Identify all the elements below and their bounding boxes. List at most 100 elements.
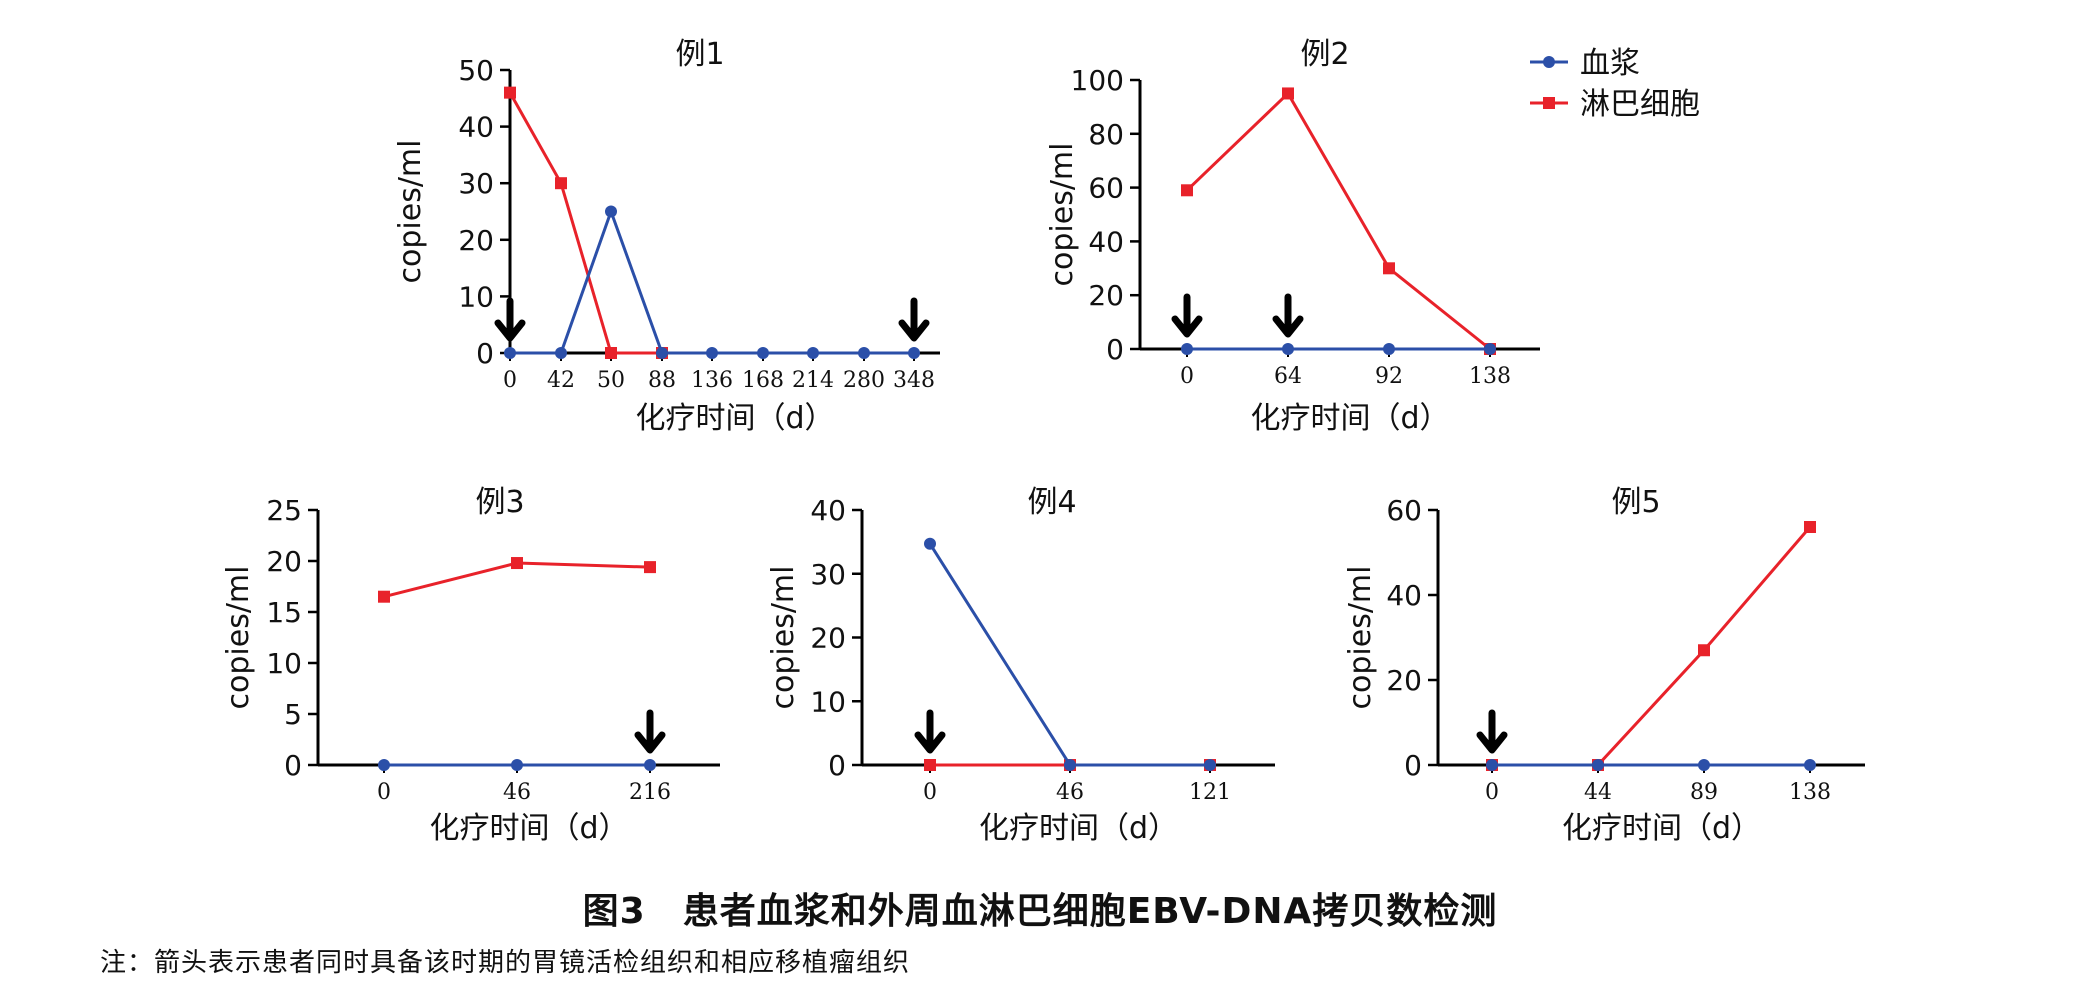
lymph-point — [1282, 87, 1294, 100]
lymph-point — [1804, 521, 1816, 533]
x-axis-label: 化疗时间（d） — [1250, 401, 1449, 436]
y-tick-label: 10 — [810, 685, 846, 718]
x-axis-label: 化疗时间（d） — [429, 811, 628, 846]
legend-lymph-label: 淋巴细胞 — [1580, 87, 1700, 122]
arrow-head — [914, 731, 946, 754]
figure-caption: 图3 患者血浆和外周血淋巴细胞EBV-DNA拷贝数检测 — [582, 891, 1498, 932]
plasma-point — [605, 205, 617, 218]
lymph-point — [378, 590, 390, 603]
arrow-head — [494, 319, 526, 342]
figure-note: 注：箭头表示患者同时具备该时期的胃镜活检组织和相应移植瘤组织 — [100, 948, 911, 978]
x-tick-label: 348 — [893, 368, 935, 393]
y-tick-label: 5 — [284, 698, 302, 731]
arrow-head — [1272, 315, 1304, 338]
lymph-point — [605, 347, 617, 359]
plasma-point — [1204, 759, 1216, 771]
chart-1: 例1 0 10 20 30 40 50 copies/ml 0 42 50 88 136 168 214 28… — [393, 37, 940, 436]
down-arrow-icon — [1272, 293, 1304, 338]
series-line-lymph — [1185, 91, 1491, 351]
legend-plasma-marker — [1543, 56, 1555, 68]
legend-plasma-label: 血浆 — [1580, 46, 1640, 81]
y-axis-label: copies/ml — [766, 566, 801, 710]
plasma-point — [1484, 343, 1496, 355]
plasma-point — [858, 347, 870, 359]
down-arrow-icon — [494, 297, 526, 342]
x-tick-label: 42 — [547, 368, 575, 393]
y-tick-label: 15 — [266, 596, 302, 629]
y-axis-label: copies/ml — [1343, 566, 1378, 710]
y-tick-label: 20 — [810, 622, 846, 655]
y-axis-label: copies/ml — [1045, 143, 1080, 287]
series-line-lymph — [1492, 526, 1812, 767]
lymph-point — [1181, 184, 1193, 197]
lymph-point — [1383, 262, 1395, 275]
y-tick-label: 0 — [284, 749, 302, 782]
y-tick-label: 25 — [266, 494, 302, 527]
plasma-point — [1383, 343, 1395, 355]
plasma-point — [1282, 343, 1294, 355]
y-tick-label: 0 — [1106, 333, 1124, 366]
chart-4: 例4 0 10 20 30 40 copies/ml 0 46 121 化疗时间（d） — [766, 485, 1275, 846]
plasma-point — [511, 759, 523, 771]
down-arrow-icon — [634, 709, 666, 754]
plasma-point — [706, 347, 718, 359]
y-tick-label: 20 — [1386, 664, 1422, 697]
y-tick-label: 20 — [1088, 279, 1124, 312]
plasma-point — [807, 347, 819, 359]
lymph-point — [511, 557, 523, 570]
x-axis-label: 化疗时间（d） — [979, 811, 1178, 846]
x-tick-label: 214 — [792, 368, 834, 393]
lymph-point — [555, 177, 567, 190]
plasma-point — [1804, 759, 1816, 771]
series-line-plasma — [510, 207, 914, 355]
y-tick-label: 0 — [828, 749, 846, 782]
lymph-point — [1698, 644, 1710, 657]
plasma-point — [757, 347, 769, 359]
y-tick-label: 80 — [1088, 118, 1124, 151]
chart-title: 例1 — [675, 37, 724, 72]
chart-title: 例5 — [1611, 485, 1660, 520]
plasma-point — [908, 347, 920, 359]
plasma-point — [1181, 343, 1193, 355]
x-tick-label: 0 — [503, 368, 517, 393]
y-tick-label: 60 — [1386, 494, 1422, 527]
y-tick-label: 100 — [1071, 64, 1124, 97]
lymph-point — [644, 561, 656, 574]
y-tick-label: 40 — [458, 111, 494, 144]
y-tick-label: 10 — [458, 280, 494, 313]
x-tick-label: 136 — [691, 368, 733, 393]
plasma-point — [644, 759, 656, 771]
plasma-point — [924, 537, 936, 550]
x-tick-label: 50 — [597, 368, 625, 393]
legend-lymph-marker — [1543, 97, 1555, 109]
arrow-head — [898, 319, 930, 342]
chart-title: 例3 — [475, 485, 524, 520]
x-tick-label: 168 — [742, 368, 784, 393]
y-tick-label: 50 — [458, 54, 494, 87]
x-tick-label: 0 — [377, 780, 391, 805]
plasma-point — [1698, 759, 1710, 771]
x-tick-label: 0 — [1180, 364, 1194, 389]
lymph-point — [924, 759, 936, 771]
down-arrow-icon — [1171, 293, 1203, 338]
x-tick-label: 280 — [843, 368, 885, 393]
x-tick-label: 216 — [629, 780, 671, 805]
y-tick-label: 0 — [1404, 749, 1422, 782]
plasma-point — [656, 347, 668, 359]
x-tick-label: 138 — [1789, 780, 1831, 805]
x-tick-label: 121 — [1189, 780, 1231, 805]
down-arrow-icon — [1476, 709, 1508, 754]
plasma-point — [555, 347, 567, 359]
x-tick-label: 89 — [1690, 780, 1718, 805]
plasma-point — [504, 347, 516, 359]
chart-title: 例2 — [1300, 37, 1349, 72]
x-axis-label: 化疗时间（d） — [1562, 811, 1761, 846]
lymph-point — [504, 86, 516, 99]
x-tick-label: 88 — [648, 368, 676, 393]
y-tick-label: 30 — [810, 558, 846, 591]
x-tick-label: 64 — [1274, 364, 1302, 389]
y-tick-label: 40 — [1386, 579, 1422, 612]
